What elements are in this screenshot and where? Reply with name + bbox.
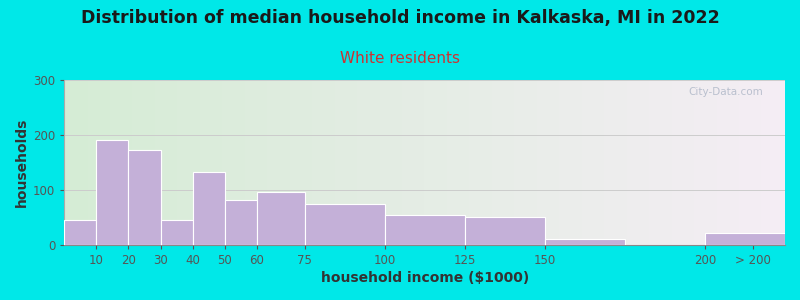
Bar (193, 172, 225, 245)
Text: Distribution of median household income in Kalkaska, MI in 2022: Distribution of median household income … (81, 9, 719, 27)
X-axis label: household income ($1000): household income ($1000) (321, 271, 529, 285)
Bar (65, 220, 97, 245)
Bar (225, 200, 257, 245)
Bar (129, 150, 161, 245)
Text: City-Data.com: City-Data.com (689, 87, 763, 97)
Bar (257, 191, 305, 245)
Y-axis label: households: households (15, 118, 29, 207)
Bar (385, 214, 465, 245)
Bar (161, 220, 193, 245)
Text: White residents: White residents (340, 51, 460, 66)
Bar (97, 140, 129, 245)
Bar (705, 233, 785, 245)
Bar (465, 217, 545, 245)
Bar (305, 204, 385, 245)
Bar (545, 239, 625, 245)
